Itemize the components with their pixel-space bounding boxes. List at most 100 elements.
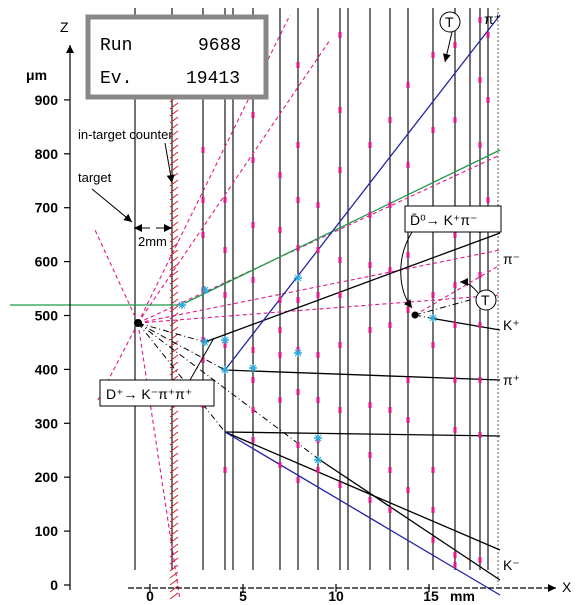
- hit-marker: [316, 352, 320, 358]
- cyan-hit-marker: [201, 286, 209, 294]
- green-tracks: [10, 149, 501, 306]
- target-hatch-line: [169, 200, 179, 208]
- hit-marker: [201, 357, 205, 363]
- hit-marker: [338, 482, 342, 488]
- hit-marker: [388, 267, 392, 273]
- target-hatch-line: [169, 536, 179, 544]
- hit-marker: [431, 507, 435, 513]
- hit-marker: [223, 247, 227, 253]
- hit-markers: [201, 17, 490, 568]
- target-hatch-line: [169, 340, 179, 348]
- target-hatch-line: [169, 571, 179, 579]
- hit-marker: [223, 342, 227, 348]
- target-hatch-line: [169, 109, 179, 117]
- z-tick-label: 400: [35, 361, 59, 377]
- hit-marker: [478, 272, 482, 278]
- target-hatch-line: [169, 221, 179, 229]
- x-tick-label: 15: [423, 588, 439, 604]
- target-hatch-line: [169, 508, 179, 516]
- track-label-pi-plus-mid: π⁺: [503, 372, 520, 388]
- target-hatch-line: [169, 445, 179, 453]
- blue-tracks: [224, 14, 501, 596]
- target-hatch-line: [169, 305, 179, 313]
- hit-marker: [338, 257, 342, 263]
- target-hatch-line: [169, 116, 179, 124]
- hit-marker: [278, 172, 282, 178]
- target-hatch-line: [169, 186, 179, 194]
- cyan-hit-marker: [314, 434, 322, 442]
- hit-marker: [388, 507, 392, 513]
- target-hatch-line: [169, 123, 179, 131]
- hit-marker: [338, 292, 342, 298]
- in-target-counter-label: in-target counter: [78, 127, 173, 142]
- z-tick-label: 300: [35, 415, 59, 431]
- target-hatch-line: [169, 298, 179, 306]
- primary-vertex: [134, 319, 142, 327]
- hit-marker: [406, 417, 410, 423]
- hit-marker: [278, 397, 282, 403]
- hit-marker: [431, 342, 435, 348]
- hit-marker: [406, 377, 410, 383]
- hit-marker: [296, 142, 300, 148]
- cyan-hit-marker: [221, 336, 229, 344]
- hit-marker: [251, 112, 255, 118]
- hit-marker: [338, 167, 342, 173]
- target-hatch-line: [169, 487, 179, 495]
- target-hatch-line: [169, 480, 179, 488]
- track-label-k-plus: K⁺: [503, 317, 520, 333]
- target-hatch-line: [169, 459, 179, 467]
- z-tick-label: 800: [35, 146, 59, 162]
- hit-marker: [478, 557, 482, 563]
- target-hatch-line: [169, 501, 179, 509]
- d-plus-pointer: [189, 337, 215, 381]
- cyan-hit-marker: [178, 301, 186, 309]
- target-hatch-line: [169, 263, 179, 271]
- target-hatch-line: [169, 515, 179, 523]
- hit-marker: [453, 42, 457, 48]
- target-hatch-line: [169, 543, 179, 551]
- target-hatch-line: [169, 214, 179, 222]
- hit-marker: [316, 292, 320, 298]
- hit-marker: [316, 467, 320, 473]
- hit-marker: [478, 322, 482, 328]
- hit-marker: [431, 467, 435, 473]
- target-hatch-line: [169, 592, 179, 600]
- target-hatch-line: [169, 417, 179, 425]
- hit-marker: [431, 52, 435, 58]
- hit-marker: [278, 327, 282, 333]
- hit-marker: [296, 442, 300, 448]
- target-hatch-line: [169, 466, 179, 474]
- target-hatch-line: [169, 179, 179, 187]
- target-hatch-line: [169, 277, 179, 285]
- hit-marker: [453, 117, 457, 123]
- hit-marker: [296, 477, 300, 483]
- cyan-hit-marker: [294, 274, 302, 282]
- target-hatch-line: [169, 452, 179, 460]
- hit-marker: [388, 202, 392, 208]
- target-hatch-line: [169, 431, 179, 439]
- hit-marker: [368, 262, 372, 268]
- x-ticks: 0 5 10 15: [146, 584, 439, 604]
- hit-marker: [453, 377, 457, 383]
- target-hatch-line: [169, 354, 179, 362]
- target-hatch-line: [169, 256, 179, 264]
- target-hatch-line: [169, 585, 179, 593]
- hit-marker: [296, 389, 300, 395]
- cyan-hit-marker: [429, 314, 437, 322]
- hit-marker: [431, 127, 435, 133]
- x-tick-label: 10: [328, 588, 344, 604]
- z-axis-label: Z: [60, 19, 69, 35]
- hit-marker: [251, 277, 255, 283]
- hit-marker: [486, 32, 490, 38]
- run-label: Run: [100, 36, 132, 56]
- hit-marker: [251, 157, 255, 163]
- hit-marker: [368, 402, 372, 408]
- hit-marker: [338, 107, 342, 113]
- target-hatch-line: [169, 165, 179, 173]
- hit-marker: [201, 232, 205, 238]
- detector-planes: [134, 8, 489, 570]
- hit-marker: [316, 247, 320, 253]
- hit-marker: [453, 427, 457, 433]
- hit-marker: [368, 212, 372, 218]
